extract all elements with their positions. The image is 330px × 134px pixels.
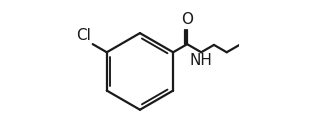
Text: Cl: Cl xyxy=(76,28,91,43)
Text: O: O xyxy=(182,12,194,27)
Text: NH: NH xyxy=(190,53,213,68)
